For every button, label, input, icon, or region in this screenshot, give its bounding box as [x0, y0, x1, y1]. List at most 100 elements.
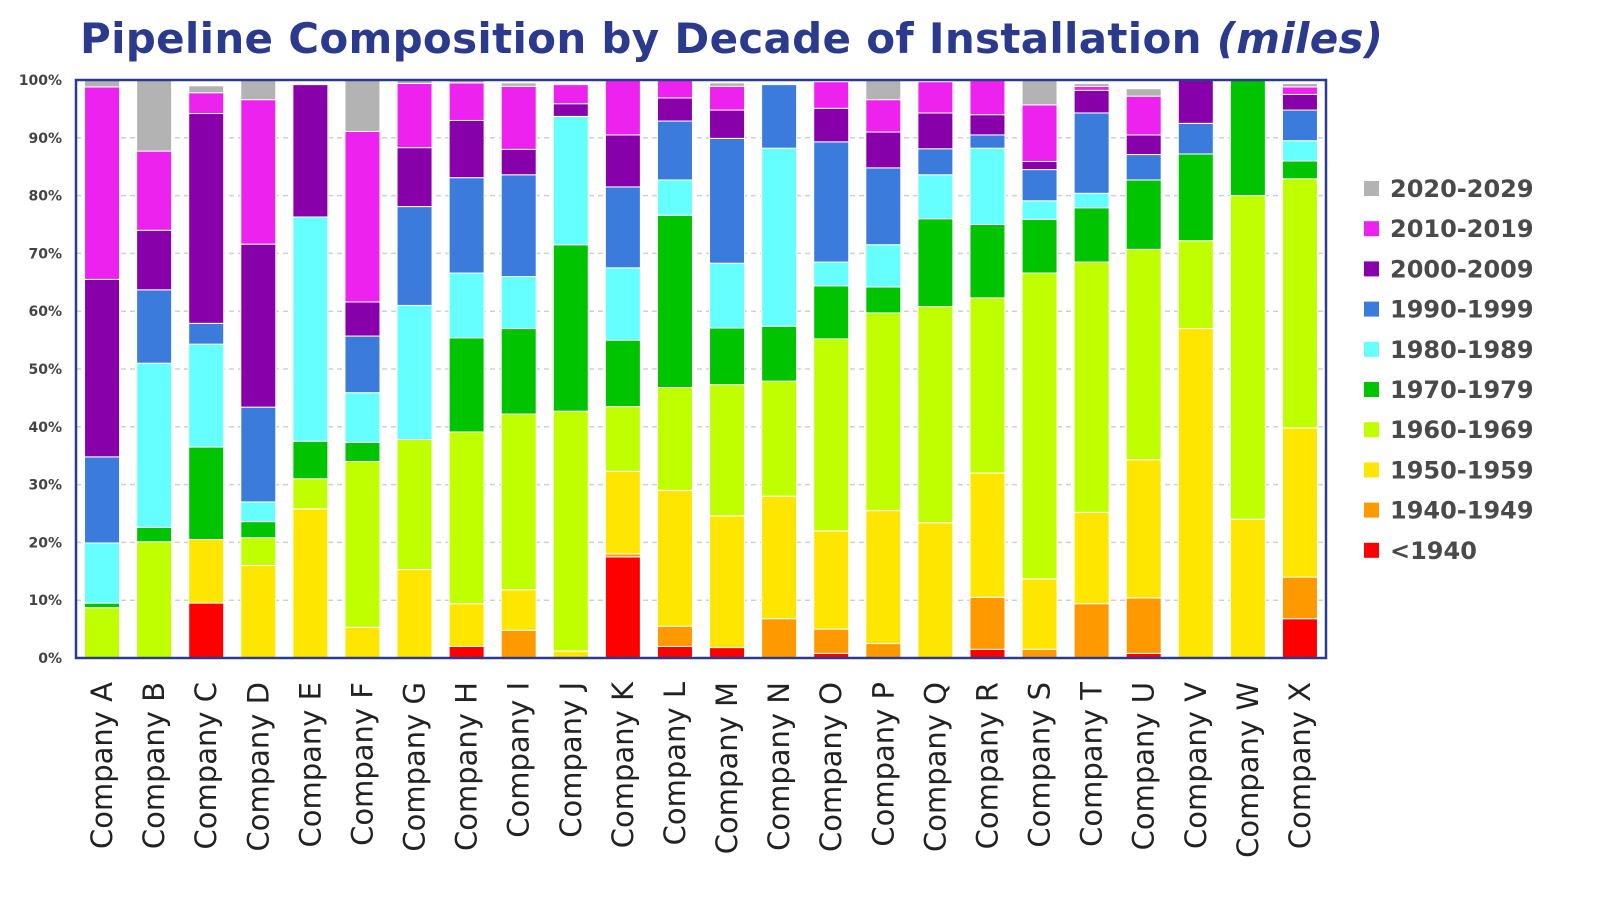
- bar-segment: [1281, 576, 1318, 620]
- y-tick-label: 40%: [28, 420, 62, 436]
- x-category-label: Company C: [189, 682, 223, 849]
- bar-segment: [813, 628, 850, 654]
- bar-segment: [604, 79, 641, 136]
- bar-segment: [500, 276, 537, 330]
- bar-segment: [136, 526, 173, 543]
- bar-segment: [552, 115, 589, 246]
- x-category-label: Company W: [1231, 682, 1265, 858]
- x-category-label-group: Company T: [1075, 682, 1109, 847]
- chart-title-text: Pipeline Composition by Decade of Instal…: [80, 14, 1202, 63]
- bar-segment: [1021, 160, 1058, 171]
- x-category-label-group: Company D: [241, 682, 275, 852]
- bar-segment: [969, 596, 1006, 650]
- bar-segment: [604, 134, 641, 188]
- bar-segment: [709, 262, 746, 329]
- bar-segment: [709, 647, 746, 659]
- bar-segment: [1125, 134, 1162, 156]
- bar-segment: [656, 489, 693, 627]
- x-category-label: Company N: [762, 682, 796, 851]
- bar-segment: [813, 338, 850, 532]
- y-tick-label: 30%: [28, 478, 62, 494]
- bar-segment: [240, 243, 277, 408]
- bar-segment: [761, 147, 798, 327]
- bar-segment: [656, 120, 693, 181]
- legend-swatch: [1364, 301, 1379, 317]
- bar-segment: [761, 84, 798, 149]
- bar-segment: [1281, 140, 1318, 162]
- x-category-label: Company M: [710, 682, 744, 854]
- x-axis-categories: Company A Company B Company C Company D Comp…: [85, 681, 1317, 858]
- bar-segment: [1073, 603, 1110, 659]
- bar-segment: [1281, 178, 1318, 429]
- bar-segment: [500, 174, 537, 278]
- bar-segment: [1073, 82, 1110, 87]
- bar-segment: [344, 335, 381, 394]
- bar-segment: [709, 515, 746, 649]
- bar-segment: [656, 79, 693, 99]
- bar-segment: [292, 478, 329, 510]
- x-category-label-group: Company K: [606, 681, 640, 848]
- bar-segment: [1073, 192, 1110, 209]
- bar-segment: [1125, 597, 1162, 654]
- bar-segment: [500, 629, 537, 659]
- bar-segment: [1125, 154, 1162, 181]
- bar-segment: [1073, 207, 1110, 263]
- bar-segment: [188, 343, 225, 448]
- bar-segment: [656, 386, 693, 491]
- bar-segment: [344, 626, 381, 659]
- bar-segment: [865, 312, 902, 512]
- bar-segment: [448, 431, 485, 605]
- bar-segment: [84, 607, 121, 659]
- bar-segment: [969, 147, 1006, 225]
- bar-segment: [1229, 518, 1266, 659]
- y-tick-label: 80%: [28, 189, 62, 205]
- legend-swatch: [1364, 341, 1379, 357]
- x-category-label-group: Company R: [970, 682, 1004, 849]
- legend-label: 1980-1989: [1390, 336, 1534, 364]
- legend-label: 1990-1999: [1390, 296, 1534, 324]
- x-category-label-group: Company E: [293, 682, 327, 848]
- bar-segment: [448, 337, 485, 433]
- bar-segment: [969, 79, 1006, 116]
- bar-segment: [1229, 195, 1266, 520]
- bar-segment: [1021, 272, 1058, 580]
- x-category-label-group: Company A: [85, 682, 119, 849]
- x-category-label-group: Company P: [866, 682, 900, 847]
- y-tick-label: 10%: [28, 593, 62, 609]
- bar-segment: [917, 148, 954, 176]
- bar-segment: [761, 380, 798, 497]
- bar-segment: [344, 301, 381, 337]
- legend-label: 2020-2029: [1390, 175, 1534, 203]
- x-category-label: Company V: [1179, 682, 1213, 849]
- bar-segment: [969, 224, 1006, 299]
- bar-segment: [1177, 328, 1214, 659]
- bar-segment: [500, 328, 537, 415]
- bar-segment: [188, 113, 225, 324]
- legend-label: 2000-2009: [1390, 255, 1534, 283]
- bar-segment: [969, 297, 1006, 474]
- x-category-label: Company P: [866, 682, 900, 847]
- bar-segment: [396, 439, 433, 571]
- bar-segment: [865, 78, 902, 101]
- bar-segment: [1281, 618, 1318, 659]
- bar-segment: [604, 470, 641, 555]
- bar-segment: [969, 114, 1006, 136]
- y-tick-label: 100%: [19, 73, 62, 89]
- bar-segment: [448, 645, 485, 659]
- bar-segment: [1125, 248, 1162, 461]
- bar-segment: [813, 141, 850, 263]
- bar-segment: [813, 261, 850, 287]
- bar-segment: [84, 542, 121, 604]
- x-category-label: Company U: [1127, 682, 1161, 850]
- x-category-label: Company Q: [918, 682, 952, 852]
- bar-segment: [396, 82, 433, 149]
- bar-segment: [813, 530, 850, 630]
- bar-segment: [1177, 122, 1214, 155]
- bar-segment: [813, 107, 850, 143]
- bar-segment: [865, 510, 902, 645]
- bar-segment: [1021, 104, 1058, 162]
- bar-segment: [1021, 169, 1058, 202]
- bar-segment: [761, 618, 798, 659]
- bar-segment: [1073, 89, 1110, 114]
